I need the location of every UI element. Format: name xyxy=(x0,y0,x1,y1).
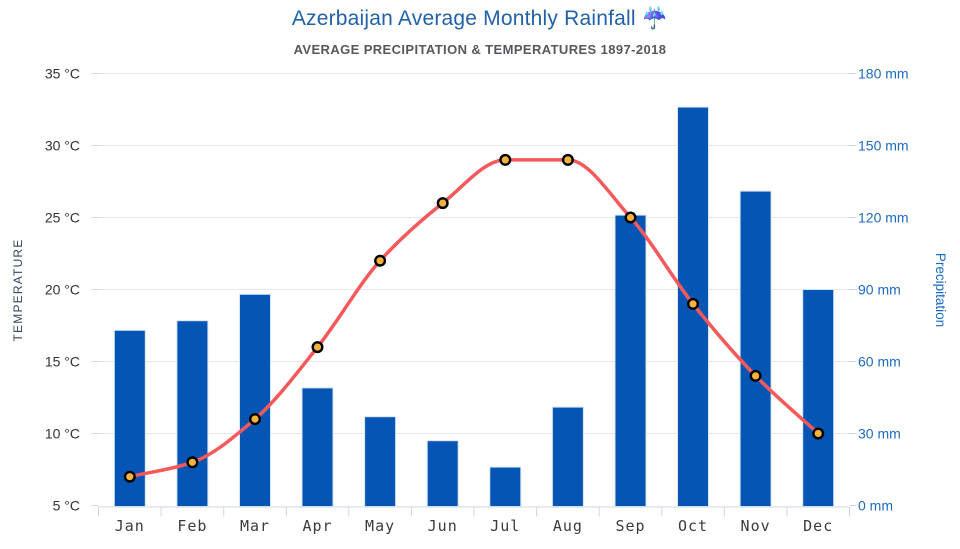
left-axis-tick-label: 30 °C xyxy=(45,138,80,154)
x-axis-label-aug: Aug xyxy=(553,517,583,535)
x-axis-label-feb: Feb xyxy=(177,517,207,535)
left-axis-tick-label: 5 °C xyxy=(53,498,80,514)
right-axis-title: Precipitation xyxy=(933,253,948,327)
precip-bar-mar[interactable] xyxy=(239,293,271,507)
temp-point-dec[interactable] xyxy=(812,427,825,440)
x-axis-label-dec: Dec xyxy=(803,517,833,535)
temp-point-mar[interactable] xyxy=(248,413,261,426)
chart-subtitle: AVERAGE PRECIPITATION & TEMPERATURES 189… xyxy=(293,42,667,57)
precip-bar-aug[interactable] xyxy=(551,406,584,508)
left-axis-tick-label: 20 °C xyxy=(45,282,80,298)
x-axis-label-jun: Jun xyxy=(428,517,458,535)
temp-point-feb[interactable] xyxy=(186,456,199,469)
temp-point-sep[interactable] xyxy=(624,211,637,224)
precip-bar-feb[interactable] xyxy=(176,320,209,508)
temp-point-oct[interactable] xyxy=(687,297,700,310)
chart-title: Azerbaijan Average Monthly Rainfall ☔ xyxy=(291,7,669,30)
x-axis-label-may: May xyxy=(365,517,395,535)
temp-point-may[interactable] xyxy=(374,254,387,267)
x-axis-label-sep: Sep xyxy=(615,517,645,535)
x-axis-label-apr: Apr xyxy=(302,517,332,535)
temp-point-jan[interactable] xyxy=(123,470,136,483)
right-axis-tick-label: 90 mm xyxy=(858,282,901,298)
precip-bar-jun[interactable] xyxy=(426,440,459,508)
temp-point-jul[interactable] xyxy=(499,153,512,166)
right-axis-tick-label: 30 mm xyxy=(858,426,901,442)
x-axis-label-oct: Oct xyxy=(678,517,708,535)
left-axis-tick-label: 25 °C xyxy=(45,210,80,226)
x-axis-label-mar: Mar xyxy=(240,517,270,535)
right-axis-tick-label: 120 mm xyxy=(858,210,909,226)
left-axis-tick-label: 15 °C xyxy=(45,354,80,370)
x-axis-label-jan: Jan xyxy=(115,517,145,535)
precip-bar-jul[interactable] xyxy=(489,466,522,508)
temp-point-jun[interactable] xyxy=(436,197,449,210)
left-axis-title: TEMPERATURE xyxy=(11,239,25,342)
temp-point-apr[interactable] xyxy=(311,341,324,354)
left-axis-tick-label: 10 °C xyxy=(45,426,80,442)
left-axis-tick-label: 35 °C xyxy=(45,66,80,82)
right-axis-tick-label: 180 mm xyxy=(858,66,909,82)
temp-point-nov[interactable] xyxy=(749,369,762,382)
x-axis-label-nov: Nov xyxy=(741,517,771,535)
precip-bar-apr[interactable] xyxy=(301,387,334,507)
right-axis-tick-label: 0 mm xyxy=(858,498,893,514)
precip-bar-may[interactable] xyxy=(364,416,397,508)
right-axis-tick-label: 60 mm xyxy=(858,354,901,370)
temp-point-aug[interactable] xyxy=(561,153,574,166)
right-axis-tick-label: 150 mm xyxy=(858,138,909,154)
precip-bar-dec[interactable] xyxy=(802,289,835,507)
temperature-line[interactable] xyxy=(128,158,820,479)
x-axis-label-jul: Jul xyxy=(490,517,520,535)
precip-bar-nov[interactable] xyxy=(739,190,772,507)
precip-bar-sep[interactable] xyxy=(614,214,647,507)
